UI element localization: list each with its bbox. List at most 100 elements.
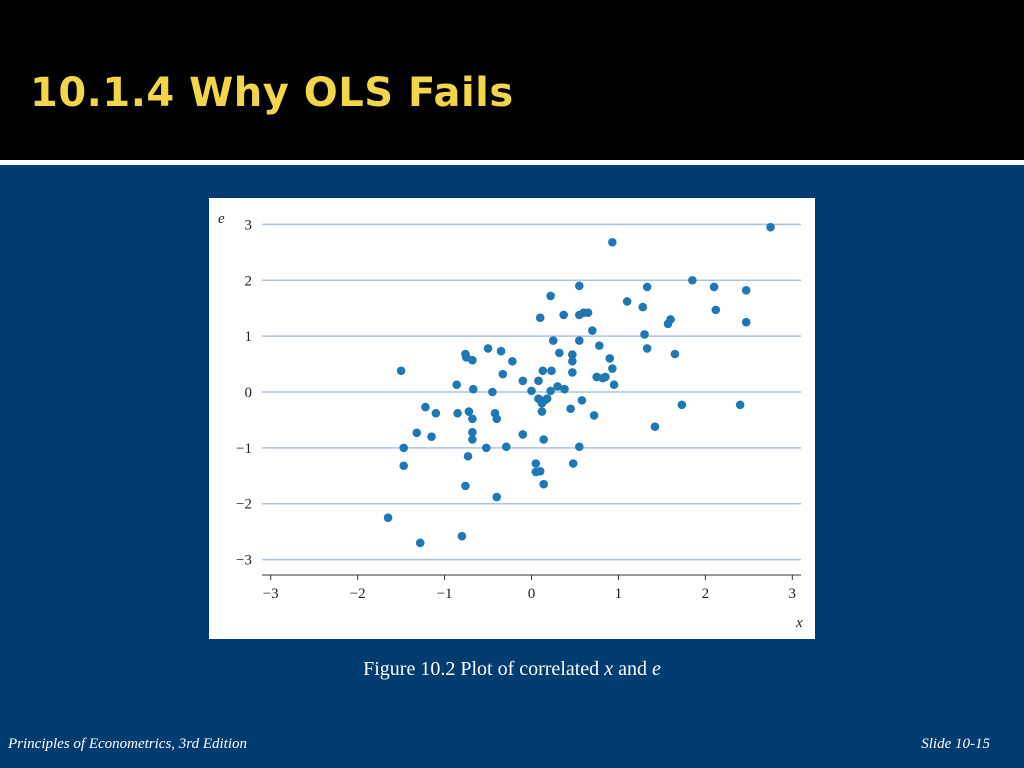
data-point — [608, 364, 617, 373]
y-tick-label: −3 — [236, 553, 252, 569]
data-point — [468, 427, 477, 437]
data-point — [457, 531, 467, 541]
data-point — [605, 354, 615, 363]
title-divider — [0, 160, 1024, 165]
caption-x: x — [604, 658, 614, 680]
footer-book-title: Principles of Econometrics, 3rd Edition — [8, 736, 247, 752]
data-point — [415, 538, 425, 548]
y-tick-label: −2 — [236, 497, 252, 513]
data-point — [609, 380, 619, 390]
data-point — [638, 302, 648, 312]
data-point — [559, 310, 568, 320]
data-point — [553, 382, 562, 391]
y-axis-label: e — [218, 211, 225, 227]
x-tick-label: 2 — [702, 586, 710, 602]
data-point — [496, 346, 506, 356]
caption-prefix: Figure 10.2 Plot of correlated — [363, 658, 605, 680]
data-point — [534, 376, 543, 386]
data-point — [583, 308, 593, 317]
data-point — [546, 386, 555, 396]
data-point — [650, 422, 660, 431]
data-point — [537, 407, 547, 416]
data-point — [741, 286, 751, 295]
data-point — [741, 317, 751, 327]
chart-panel: −3 −2 −1 0 1 2 3 −3 −2 −1 0 1 2 3 e x — [209, 198, 815, 639]
data-point — [547, 366, 556, 376]
data-point — [642, 344, 652, 353]
data-point — [490, 408, 500, 418]
data-point — [560, 384, 569, 394]
x-tick-label: 3 — [789, 586, 797, 602]
data-point — [666, 315, 675, 324]
data-point — [538, 366, 548, 376]
data-point — [468, 384, 478, 394]
data-point — [640, 330, 649, 339]
data-point — [399, 443, 409, 453]
data-point — [575, 281, 584, 291]
x-axis-label: x — [795, 615, 803, 631]
data-point — [483, 344, 493, 353]
x-tick-label: −2 — [350, 586, 366, 602]
data-point — [427, 432, 436, 441]
y-tick-label: 3 — [245, 217, 253, 233]
data-point — [575, 336, 584, 345]
data-point — [588, 326, 597, 335]
data-point — [766, 222, 775, 232]
y-tick-label: 0 — [245, 385, 253, 401]
data-point — [642, 282, 652, 292]
caption-e: e — [651, 658, 661, 680]
data-point — [595, 341, 604, 350]
data-point — [546, 291, 555, 301]
data-point — [412, 428, 422, 438]
data-point — [492, 492, 502, 502]
data-point — [535, 467, 545, 476]
x-tick-label: 1 — [615, 586, 623, 602]
data-point — [461, 349, 470, 359]
data-point — [531, 459, 541, 468]
data-point — [568, 356, 577, 366]
x-tick-label: 0 — [528, 586, 536, 602]
data-point — [711, 305, 721, 315]
data-point — [709, 282, 719, 292]
x-tick-label: −3 — [263, 586, 279, 602]
data-point — [534, 394, 543, 404]
data-point — [518, 430, 528, 439]
data-point — [535, 313, 545, 322]
data-point — [601, 372, 610, 382]
data-point — [670, 349, 680, 359]
figure-caption: Figure 10.2 Plot of correlated x and e — [0, 658, 1024, 681]
data-point — [539, 479, 548, 489]
data-point — [399, 461, 409, 471]
x-tick-label: −1 — [437, 586, 453, 602]
data-point — [577, 396, 587, 405]
data-point — [548, 336, 558, 345]
data-point — [461, 481, 470, 491]
data-point — [568, 350, 577, 359]
data-point — [555, 348, 564, 358]
data-point — [453, 408, 462, 418]
data-point — [542, 394, 552, 404]
data-point — [735, 400, 745, 410]
scatter-plot: −3 −2 −1 0 1 2 3 −3 −2 −1 0 1 2 3 e x — [218, 211, 803, 631]
footer-slide-number: Slide 10-15 — [921, 736, 990, 752]
data-point — [383, 513, 393, 523]
data-point — [688, 275, 697, 285]
data-point — [452, 380, 462, 390]
data-point — [568, 368, 577, 377]
data-point — [508, 356, 517, 366]
caption-and: and — [613, 658, 652, 680]
data-point — [677, 400, 687, 410]
data-point — [568, 459, 578, 468]
data-point — [468, 435, 477, 444]
data-point — [498, 369, 508, 379]
y-tick-label: −1 — [236, 441, 252, 457]
slide-title: 10.1.4 Why OLS Fails — [30, 70, 514, 116]
title-bar: 10.1.4 Why OLS Fails — [0, 0, 1024, 160]
data-point — [539, 435, 548, 444]
data-point — [421, 402, 430, 412]
data-point — [396, 366, 406, 376]
data-point — [608, 237, 617, 247]
data-point — [575, 442, 584, 452]
data-point — [431, 408, 441, 418]
data-point — [464, 407, 474, 416]
